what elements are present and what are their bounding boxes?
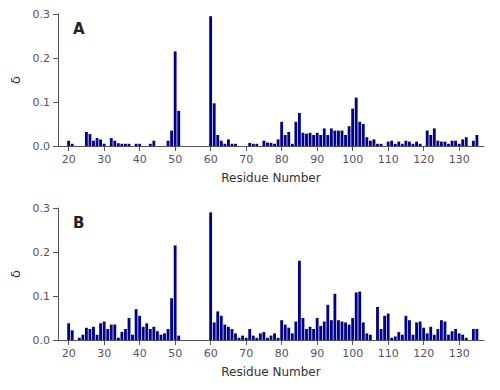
- svg-text:100: 100: [342, 347, 363, 360]
- svg-text:δ: δ: [8, 76, 23, 84]
- svg-text:0.3: 0.3: [33, 8, 51, 21]
- svg-text:60: 60: [204, 347, 218, 360]
- svg-text:80: 80: [275, 153, 289, 166]
- svg-text:20: 20: [62, 347, 76, 360]
- svg-text:0.1: 0.1: [33, 290, 51, 303]
- svg-text:30: 30: [97, 153, 111, 166]
- svg-text:0.0: 0.0: [33, 140, 51, 153]
- svg-text:Residue Number: Residue Number: [221, 171, 320, 185]
- svg-text:70: 70: [239, 153, 253, 166]
- svg-text:B: B: [73, 214, 84, 232]
- svg-text:A: A: [73, 20, 85, 38]
- svg-text:120: 120: [413, 153, 434, 166]
- svg-text:110: 110: [378, 347, 399, 360]
- svg-text:δ: δ: [8, 270, 23, 278]
- svg-text:0.1: 0.1: [33, 96, 51, 109]
- svg-text:40: 40: [133, 347, 147, 360]
- svg-text:90: 90: [310, 347, 324, 360]
- svg-text:20: 20: [62, 153, 76, 166]
- svg-text:40: 40: [133, 153, 147, 166]
- svg-text:90: 90: [310, 153, 324, 166]
- svg-text:Residue Number: Residue Number: [221, 365, 320, 379]
- svg-text:110: 110: [378, 153, 399, 166]
- svg-text:80: 80: [275, 347, 289, 360]
- svg-text:120: 120: [413, 347, 434, 360]
- svg-text:100: 100: [342, 153, 363, 166]
- svg-text:70: 70: [239, 347, 253, 360]
- svg-text:130: 130: [449, 153, 470, 166]
- svg-text:0.2: 0.2: [33, 52, 51, 65]
- svg-text:50: 50: [168, 347, 182, 360]
- svg-text:50: 50: [168, 153, 182, 166]
- svg-text:30: 30: [97, 347, 111, 360]
- svg-text:60: 60: [204, 153, 218, 166]
- svg-text:130: 130: [449, 347, 470, 360]
- svg-text:0.3: 0.3: [33, 202, 51, 215]
- svg-text:0.0: 0.0: [33, 334, 51, 347]
- svg-text:0.2: 0.2: [33, 246, 51, 259]
